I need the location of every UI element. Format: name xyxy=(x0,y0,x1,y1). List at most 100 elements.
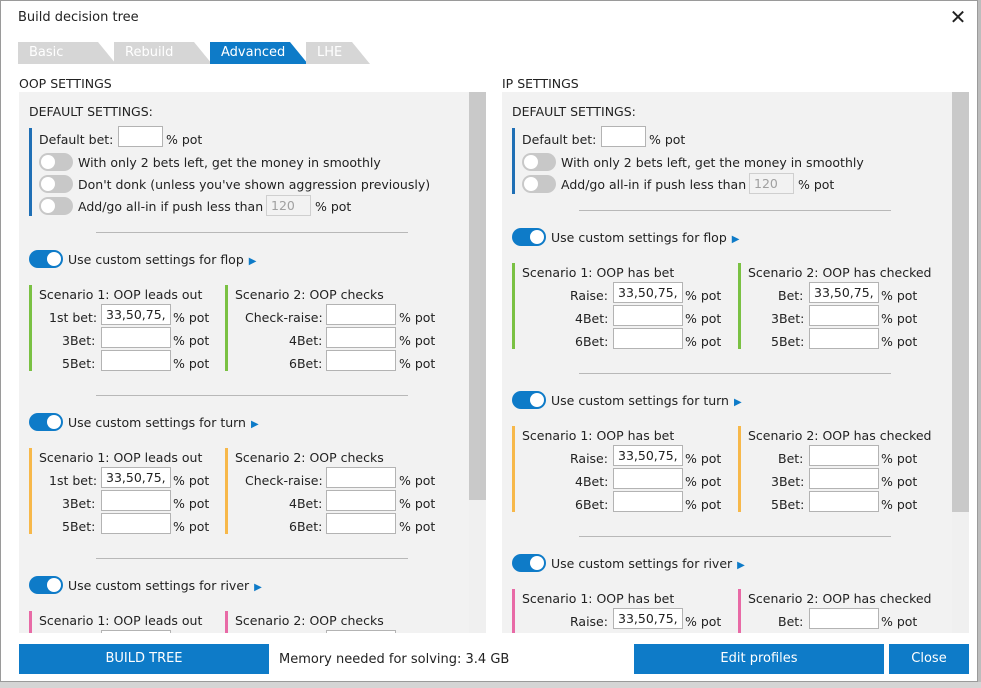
pot-unit: % pot xyxy=(881,288,918,303)
ip-turn-s1-row2-input[interactable] xyxy=(613,468,683,489)
oop-river-s2-title: Scenario 2: OOP checks xyxy=(235,613,384,628)
close-button[interactable]: Close xyxy=(889,644,969,674)
pot-unit: % pot xyxy=(685,614,722,629)
oop-scrollbar-thumb[interactable] xyxy=(469,92,486,500)
ip-flop-s2-row1-input[interactable] xyxy=(809,282,879,303)
oop-turn-s1-row2-input[interactable] xyxy=(101,490,171,511)
oop-allin-input[interactable] xyxy=(266,195,311,216)
pot-unit: % pot xyxy=(399,473,436,488)
edit-profiles-button[interactable]: Edit profiles xyxy=(634,644,884,674)
expand-arrow-icon[interactable]: ▶ xyxy=(250,419,259,430)
oop-turn-s2-row1-input[interactable] xyxy=(326,467,396,488)
expand-arrow-icon[interactable]: ▶ xyxy=(737,560,745,571)
oop-default-bet-label: Default bet: xyxy=(39,132,114,147)
ip-default-bet-unit: % pot xyxy=(649,132,686,147)
ip-river-s1-bar xyxy=(512,589,515,633)
oop-flop-s1-row3-input[interactable] xyxy=(101,350,171,371)
ip-turn-s1-row2-label: 4Bet: xyxy=(575,474,609,489)
ip-turn-s1-row3-input[interactable] xyxy=(613,491,683,512)
ip-scrollbar-thumb[interactable] xyxy=(952,92,969,512)
oop-river-s2-row1-input[interactable] xyxy=(326,630,396,633)
pot-unit: % pot xyxy=(173,310,210,325)
ip-flop-s2-row2-input[interactable] xyxy=(809,305,879,326)
tab-basic[interactable]: Basic xyxy=(18,42,116,64)
ip-flop-s2-row3-label: 5Bet: xyxy=(771,334,805,349)
oop-flop-s1-row2-input[interactable] xyxy=(101,327,171,348)
ip-river-toggle-label: Use custom settings for river ▶ xyxy=(551,556,745,571)
expand-arrow-icon[interactable]: ▶ xyxy=(731,234,740,245)
oop-turn-s1-row3-input[interactable] xyxy=(101,513,171,534)
expand-arrow-icon[interactable]: ▶ xyxy=(248,256,257,267)
oop-scrollbar[interactable] xyxy=(469,92,486,633)
tab-advanced[interactable]: Advanced xyxy=(210,42,308,64)
ip-turn-s2-row1-input[interactable] xyxy=(809,445,879,466)
expand-arrow-icon[interactable]: ▶ xyxy=(254,582,262,593)
oop-flop-s2-row2-label: 4Bet: xyxy=(289,333,323,348)
ip-river-s2-row1-label: Bet: xyxy=(778,614,804,629)
oop-river-toggle-text: Use custom settings for river xyxy=(68,578,250,593)
expand-arrow-icon[interactable]: ▶ xyxy=(733,397,742,408)
oop-turn-s2-row3-label: 6Bet: xyxy=(289,519,323,534)
oop-smooth-toggle[interactable] xyxy=(39,153,73,171)
oop-river-toggle[interactable] xyxy=(29,576,63,594)
oop-river-s1-row1-input[interactable] xyxy=(101,630,171,633)
ip-flop-s1-row2-input[interactable] xyxy=(613,305,683,326)
oop-flop-s2-row1-input[interactable] xyxy=(326,304,396,325)
ip-flop-s1-row2-label: 4Bet: xyxy=(575,311,609,326)
oop-allin-toggle[interactable] xyxy=(39,197,73,215)
oop-turn-s1-row1-label: 1st bet: xyxy=(49,473,98,488)
oop-smooth-label: With only 2 bets left, get the money in … xyxy=(78,155,381,170)
ip-river-s2-row1-input[interactable] xyxy=(809,608,879,629)
oop-flop-s2-row3-input[interactable] xyxy=(326,350,396,371)
oop-settings-heading: OOP SETTINGS xyxy=(19,76,112,91)
ip-turn-s1-row1-input[interactable] xyxy=(613,445,683,466)
title-bar: Build decision tree ✕ xyxy=(1,1,977,33)
oop-flop-s1-row1-label: 1st bet: xyxy=(49,310,98,325)
oop-flop-s2-bar xyxy=(225,285,228,371)
ip-flop-s1-row1-input[interactable] xyxy=(613,282,683,303)
ip-flop-s2-row1-label: Bet: xyxy=(778,288,804,303)
ip-flop-toggle[interactable] xyxy=(512,228,546,246)
oop-river-s1-title: Scenario 1: OOP leads out xyxy=(39,613,203,628)
oop-turn-s2-row2-input[interactable] xyxy=(326,490,396,511)
oop-flop-toggle[interactable] xyxy=(29,250,63,268)
pot-unit: % pot xyxy=(399,310,436,325)
oop-river-toggle-label: Use custom settings for river ▶ xyxy=(68,578,262,593)
ip-river-s1-title: Scenario 1: OOP has bet xyxy=(522,591,675,606)
oop-turn-toggle[interactable] xyxy=(29,413,63,431)
oop-flop-s2-row2-input[interactable] xyxy=(326,327,396,348)
ip-turn-toggle-text: Use custom settings for turn xyxy=(551,393,729,408)
oop-donk-toggle[interactable] xyxy=(39,175,73,193)
oop-turn-s1-row1-input[interactable] xyxy=(101,467,171,488)
ip-turn-toggle-label: Use custom settings for turn ▶ xyxy=(551,393,742,408)
ip-turn-s2-row3-input[interactable] xyxy=(809,491,879,512)
tab-lhe[interactable]: LHE xyxy=(306,42,370,64)
ip-default-bet-input[interactable] xyxy=(601,126,646,147)
ip-turn-s1-title: Scenario 1: OOP has bet xyxy=(522,428,675,443)
ip-smooth-toggle[interactable] xyxy=(522,153,556,171)
ip-river-toggle[interactable] xyxy=(512,554,546,572)
oop-turn-s2-row3-input[interactable] xyxy=(326,513,396,534)
close-icon[interactable]: ✕ xyxy=(949,5,967,29)
oop-flop-s1-bar xyxy=(29,285,32,371)
build-tree-button[interactable]: BUILD TREE xyxy=(19,644,269,674)
oop-default-bet-input[interactable] xyxy=(118,126,163,147)
oop-flop-s1-title: Scenario 1: OOP leads out xyxy=(39,287,203,302)
ip-smooth-label: With only 2 bets left, get the money in … xyxy=(561,155,864,170)
pot-unit: % pot xyxy=(881,451,918,466)
ip-turn-s2-row2-label: 3Bet: xyxy=(771,474,805,489)
ip-default-bet-label: Default bet: xyxy=(522,132,597,147)
ip-allin-label: Add/go all-in if push less than xyxy=(561,177,747,192)
ip-turn-s2-row2-input[interactable] xyxy=(809,468,879,489)
oop-flop-s1-row1-input[interactable] xyxy=(101,304,171,325)
ip-scrollbar[interactable] xyxy=(952,92,969,633)
ip-allin-input[interactable] xyxy=(749,173,794,194)
ip-river-s1-row1-input[interactable] xyxy=(613,608,683,629)
ip-turn-toggle[interactable] xyxy=(512,391,546,409)
ip-flop-s2-row3-input[interactable] xyxy=(809,328,879,349)
ip-allin-toggle[interactable] xyxy=(522,175,556,193)
tab-rebuild[interactable]: Rebuild xyxy=(114,42,212,64)
pot-unit: % pot xyxy=(685,451,722,466)
ip-flop-s1-row3-input[interactable] xyxy=(613,328,683,349)
